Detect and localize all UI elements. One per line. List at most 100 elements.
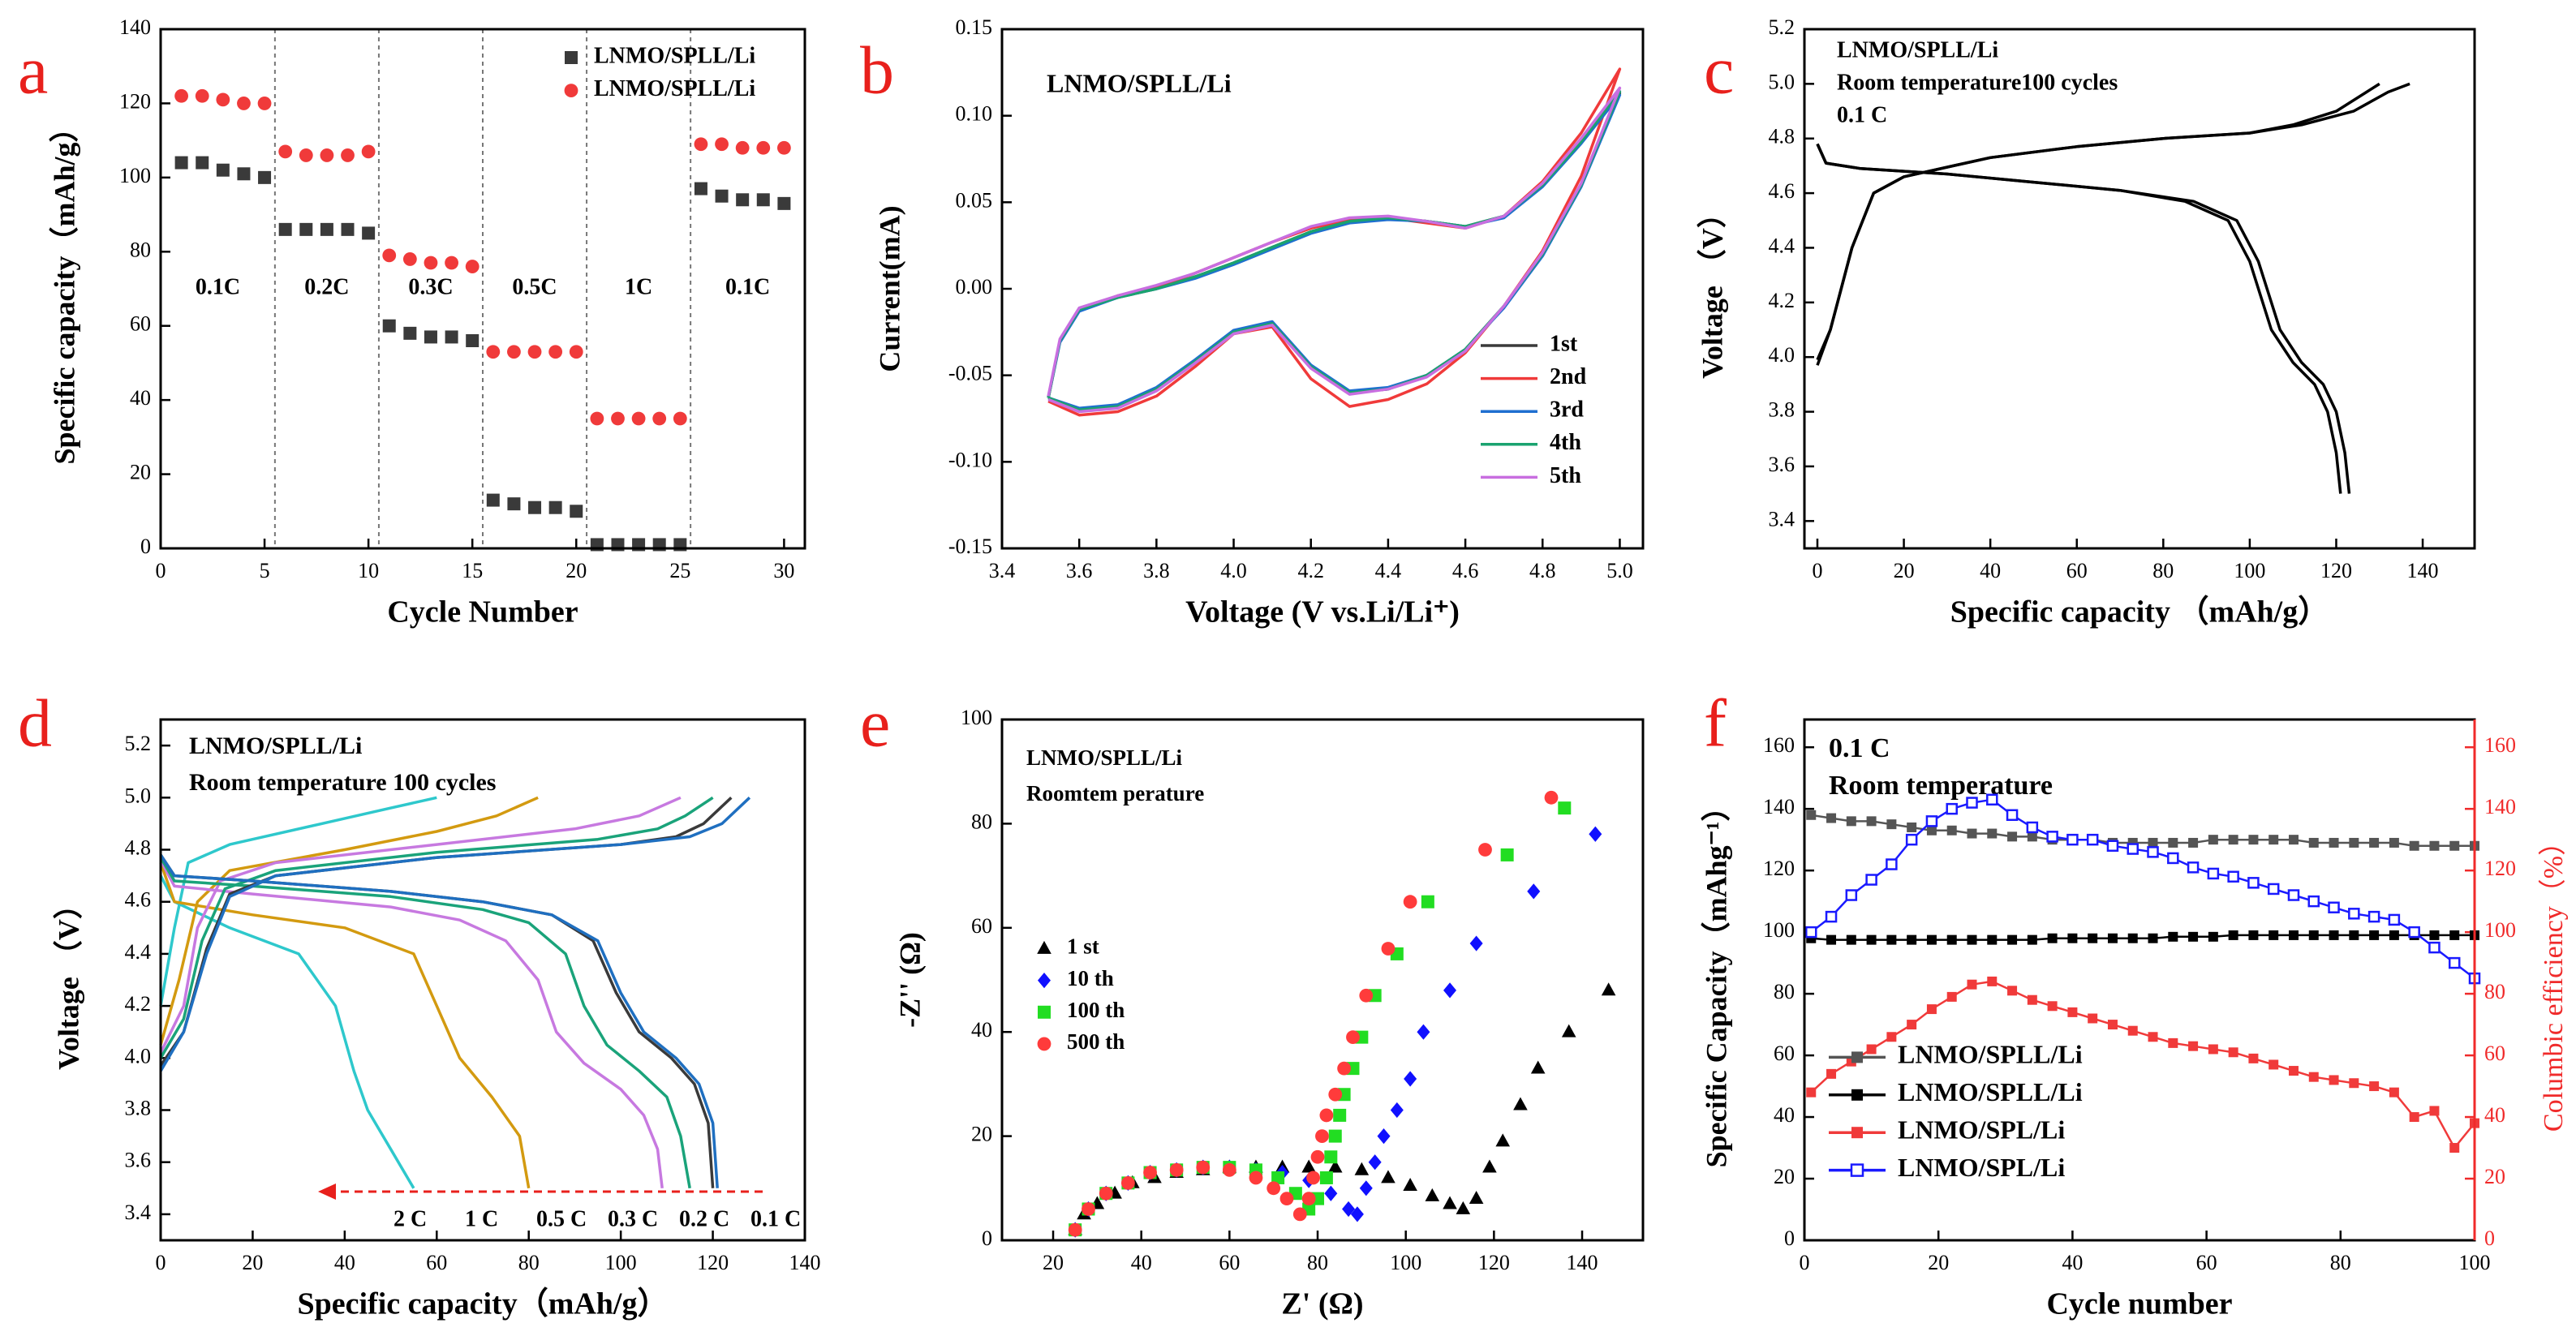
series-label: 0.3 C bbox=[608, 1206, 658, 1231]
marker bbox=[2208, 1044, 2218, 1055]
legend-label: 3rd bbox=[1550, 397, 1584, 423]
marker bbox=[1544, 790, 1559, 805]
marker bbox=[2027, 994, 2037, 1005]
y2-tick-label: 60 bbox=[2484, 1042, 2505, 1065]
marker bbox=[2248, 835, 2259, 845]
marker bbox=[1946, 991, 1957, 1002]
segment-label: 0.1C bbox=[196, 274, 240, 299]
marker bbox=[1886, 1032, 1897, 1042]
legend-label: 10 th bbox=[1067, 966, 1114, 990]
x-tick-label: 60 bbox=[1219, 1251, 1240, 1274]
y-tick-label: 4.6 bbox=[125, 888, 152, 912]
marker bbox=[1846, 816, 1856, 827]
x-tick-label: 10 bbox=[358, 559, 379, 582]
marker bbox=[1328, 1129, 1342, 1143]
marker bbox=[1926, 934, 1937, 945]
marker bbox=[1306, 1171, 1320, 1185]
marker bbox=[196, 156, 209, 170]
marker bbox=[2207, 867, 2220, 880]
y-axis-title: Voltage （V） bbox=[52, 890, 84, 1070]
annotation: 0.1 C bbox=[1829, 733, 1890, 763]
series-line bbox=[159, 796, 539, 1189]
series-line bbox=[1811, 934, 2475, 941]
marker bbox=[1279, 1192, 1294, 1206]
marker bbox=[320, 148, 334, 162]
marker bbox=[1337, 1061, 1352, 1076]
y-tick-label: 60 bbox=[971, 914, 992, 938]
y-tick-label: 0 bbox=[1784, 1226, 1795, 1250]
marker bbox=[2248, 1053, 2259, 1063]
marker bbox=[1249, 1171, 1263, 1185]
marker bbox=[2067, 933, 2078, 943]
plot-frame bbox=[159, 718, 806, 1242]
marker bbox=[1266, 1181, 1281, 1196]
annotation: Room temperature 100 cycles bbox=[189, 769, 497, 796]
marker bbox=[2389, 837, 2399, 848]
marker bbox=[2389, 930, 2399, 940]
marker bbox=[174, 88, 189, 103]
marker bbox=[2106, 840, 2119, 853]
marker bbox=[1850, 1163, 1864, 1177]
series-label: 2 C bbox=[393, 1206, 427, 1231]
x-tick-label: 4.0 bbox=[1220, 559, 1247, 582]
marker bbox=[1561, 1024, 1576, 1037]
x-axis-title: Specific capacity（mAh/g） bbox=[297, 1287, 668, 1321]
marker bbox=[1530, 1060, 1546, 1074]
marker bbox=[1417, 1024, 1430, 1040]
x-tick-label: 4.8 bbox=[1529, 559, 1556, 582]
marker bbox=[548, 500, 562, 514]
marker bbox=[527, 345, 542, 359]
y-tick-label: 60 bbox=[1774, 1042, 1795, 1065]
marker bbox=[278, 222, 292, 236]
marker bbox=[1143, 1166, 1157, 1179]
series-line bbox=[159, 796, 437, 1189]
marker bbox=[1359, 988, 1374, 1003]
marker bbox=[237, 167, 251, 181]
marker bbox=[2127, 933, 2138, 943]
series-line bbox=[1047, 67, 1622, 417]
marker bbox=[2088, 933, 2098, 943]
marker bbox=[1271, 1171, 1285, 1184]
y-tick-label: 80 bbox=[1774, 980, 1795, 1003]
marker bbox=[424, 330, 437, 344]
marker bbox=[2228, 835, 2238, 845]
x-tick-label: 20 bbox=[1043, 1251, 1064, 1274]
marker bbox=[1946, 802, 1958, 815]
x-tick-label: 80 bbox=[1307, 1251, 1328, 1274]
y-tick-label: 120 bbox=[1763, 857, 1795, 880]
x-tick-label: 4.4 bbox=[1375, 559, 1402, 582]
marker bbox=[2349, 930, 2359, 940]
marker bbox=[445, 256, 458, 270]
marker bbox=[1907, 934, 1917, 945]
legend-label: 1 st bbox=[1067, 934, 1099, 959]
marker bbox=[2168, 931, 2178, 942]
marker bbox=[1327, 1159, 1343, 1173]
marker bbox=[631, 411, 646, 426]
y-tick-label: -0.15 bbox=[948, 535, 992, 558]
marker bbox=[1301, 1159, 1316, 1173]
series-line bbox=[1047, 93, 1622, 410]
x-tick-label: 3.8 bbox=[1143, 559, 1170, 582]
marker bbox=[756, 140, 771, 155]
marker bbox=[548, 345, 563, 359]
marker bbox=[1886, 934, 1897, 945]
x-tick-label: 80 bbox=[518, 1251, 540, 1274]
marker bbox=[1319, 1108, 1334, 1123]
x-axis-title: Cycle Number bbox=[387, 595, 578, 629]
y-tick-label: 100 bbox=[1763, 918, 1795, 942]
y-tick-label: 4.8 bbox=[1769, 125, 1795, 148]
x-tick-label: 0 bbox=[156, 559, 166, 582]
marker bbox=[2247, 877, 2260, 889]
series-label: 0.2 C bbox=[679, 1206, 729, 1231]
marker bbox=[2348, 908, 2360, 920]
marker bbox=[278, 144, 293, 159]
marker bbox=[2269, 1059, 2279, 1070]
marker bbox=[1589, 826, 1602, 842]
y-tick-label: 5.0 bbox=[125, 784, 152, 807]
marker bbox=[1967, 828, 1977, 839]
marker bbox=[2329, 930, 2339, 940]
marker bbox=[1381, 942, 1396, 956]
marker bbox=[466, 334, 480, 347]
y-tick-label: 3.6 bbox=[125, 1149, 152, 1172]
marker bbox=[2248, 930, 2259, 940]
